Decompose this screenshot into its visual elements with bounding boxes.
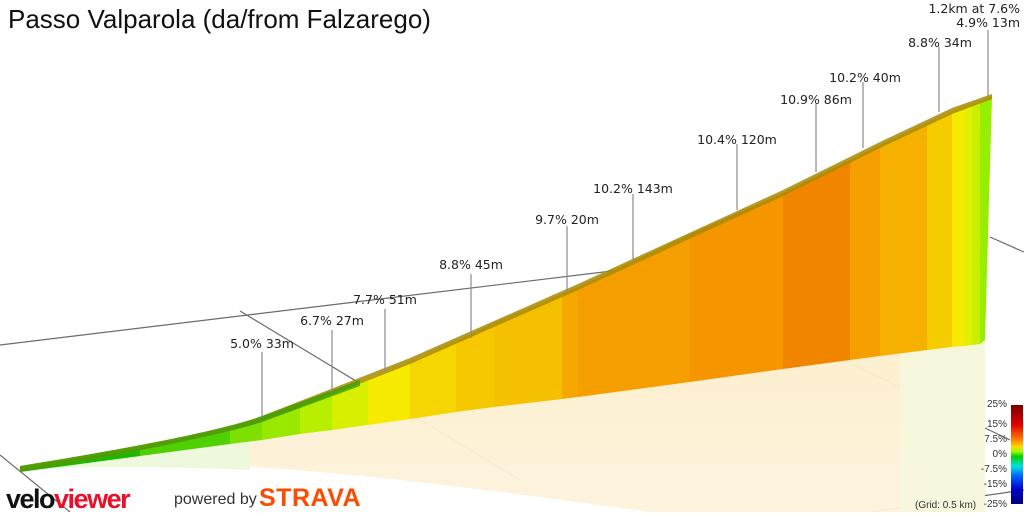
logo-viewer: viewer bbox=[54, 484, 131, 514]
segment-label: 10.2% 40m bbox=[829, 70, 901, 85]
profile-wall bbox=[20, 97, 992, 472]
segment-label: 10.4% 120m bbox=[697, 132, 777, 147]
climb-title: Passo Valparola (da/from Falzarego) bbox=[8, 4, 431, 34]
grid-scale-note: (Grid: 0.5 km) bbox=[915, 500, 977, 511]
leader-lines bbox=[261, 30, 989, 416]
legend-tick: -7.5% bbox=[980, 464, 1007, 475]
segment-label: 10.9% 86m bbox=[780, 92, 852, 107]
legend-tick: -25% bbox=[983, 499, 1007, 510]
legend-tick: 15% bbox=[986, 419, 1007, 430]
legend-tick: -15% bbox=[983, 479, 1007, 490]
powered-by-text: powered by bbox=[174, 491, 257, 508]
gradient-color-scale bbox=[1011, 405, 1023, 504]
climb-length-gradient: 1.2km at 7.6% bbox=[928, 1, 1020, 16]
segment-label: 8.8% 34m bbox=[908, 35, 972, 50]
segment-label: 5.0% 33m bbox=[230, 336, 294, 351]
segment-label: 9.7% 20m bbox=[535, 212, 599, 227]
segment-label: 7.7% 51m bbox=[353, 292, 417, 307]
climb-summary: 1.2km at 7.6% 4.9% 13m bbox=[928, 2, 1020, 30]
strava-logo[interactable]: STRAVA bbox=[259, 484, 362, 512]
segment-label: 6.7% 27m bbox=[300, 313, 364, 328]
logo-velo: velo bbox=[6, 484, 56, 514]
profile-floor bbox=[20, 340, 985, 512]
legend-tick: 0% bbox=[992, 449, 1007, 460]
legend-tick: 25% bbox=[986, 399, 1007, 410]
last-segment-label: 4.9% 13m bbox=[956, 15, 1020, 30]
segment-label: 8.8% 45m bbox=[439, 257, 503, 272]
legend-tick: 7.5% bbox=[984, 434, 1007, 445]
segment-label: 10.2% 143m bbox=[593, 181, 673, 196]
veloviewer-logo[interactable]: veloviewer bbox=[6, 484, 131, 515]
